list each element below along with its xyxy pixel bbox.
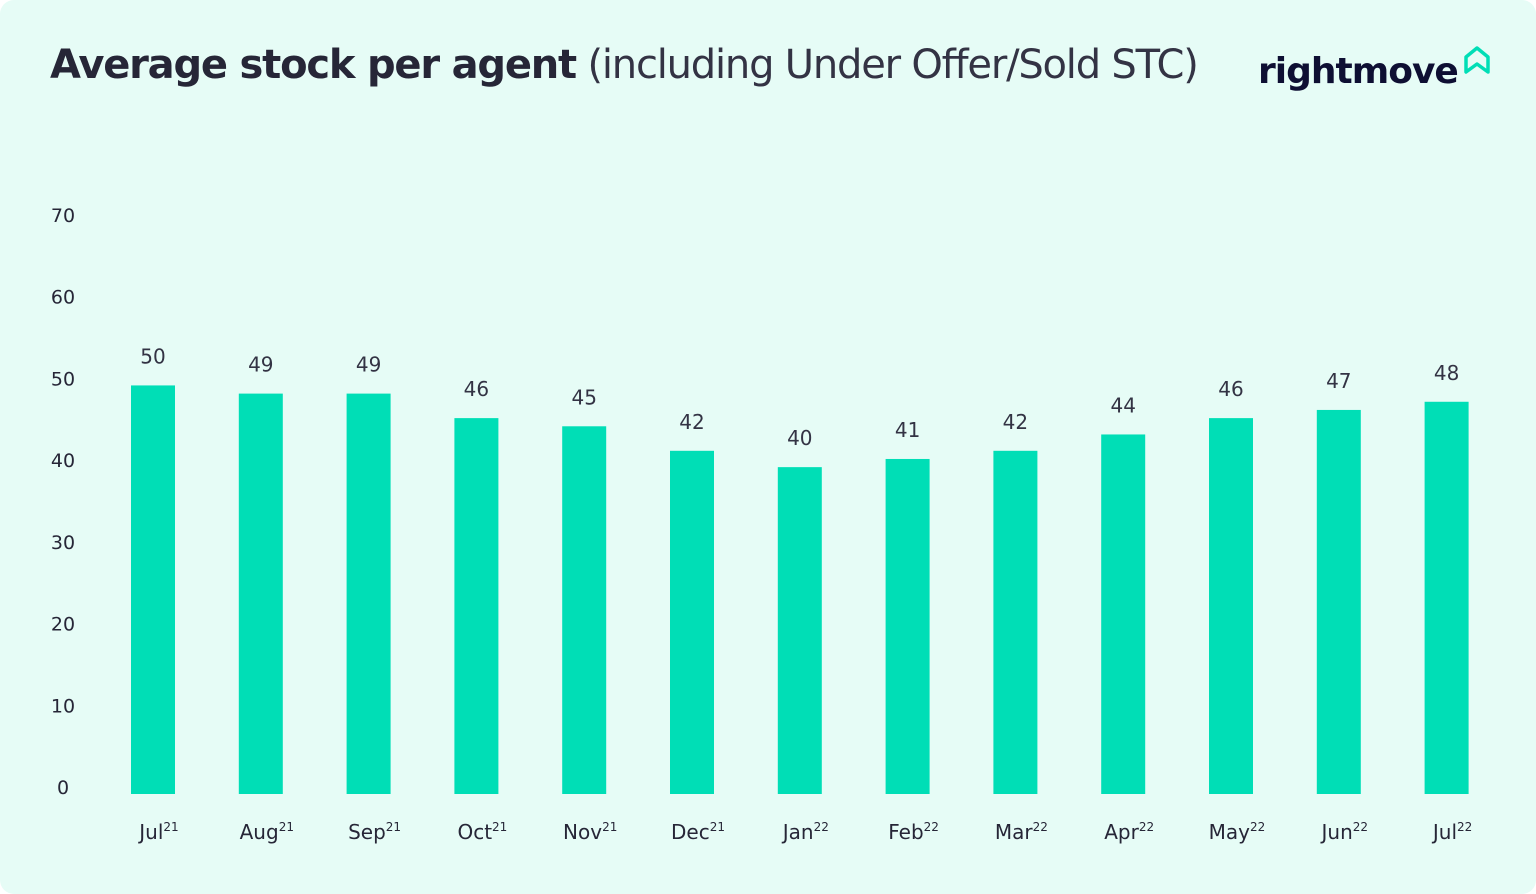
x-tick-label: Mar22 [995,820,1048,844]
bar [131,385,175,794]
logo-text: rightmove [1258,51,1459,92]
bar [885,458,930,794]
x-tick-label: Jul22 [1431,820,1472,844]
bar [238,393,283,794]
data-label: 42 [1003,410,1028,434]
data-label: 47 [1326,369,1351,393]
data-label: 49 [248,353,273,377]
y-tick-label: 20 [51,614,75,636]
x-tick-year: 21 [386,820,401,834]
x-tick-label: Sep21 [348,820,401,844]
x-tick-month: Jan [781,820,814,844]
bar [454,418,499,794]
y-tick-label: 0 [57,777,69,799]
x-tick-year: 22 [1033,820,1048,834]
data-label: 49 [356,353,381,377]
bar [562,426,607,794]
x-tick-label: Jun22 [1320,820,1369,844]
x-tick-month: Jul [1431,820,1457,844]
x-tick-year: 21 [492,820,507,834]
x-tick-month: Jul [137,820,163,844]
x-tick-month: Dec [671,820,710,844]
x-tick-label: Dec21 [671,820,725,844]
bar [1316,409,1361,794]
x-tick-year: 22 [1457,820,1472,834]
data-label: 40 [787,426,812,450]
x-tick-month: Sep [348,820,386,844]
x-tick-label: Jan22 [781,820,829,844]
x-tick-label: Aug21 [240,820,294,844]
x-tick-month: Aug [240,820,279,844]
x-tick-year: 21 [163,820,178,834]
x-tick-year: 22 [1250,820,1265,834]
y-tick-label: 70 [51,205,75,227]
x-tick-month: Mar [995,820,1034,844]
bar [1101,434,1146,794]
data-label: 46 [1218,377,1243,401]
y-tick-label: 60 [51,287,75,309]
x-tick-month: Oct [457,820,492,844]
y-tick-label: 40 [51,450,75,472]
data-label: 41 [895,418,920,442]
y-tick-label: 30 [51,532,75,554]
bar [670,450,714,794]
x-tick-label: Jul21 [137,820,178,844]
rightmove-logo: rightmove [1258,44,1492,92]
x-tick-label: Oct21 [457,820,507,844]
data-label: 48 [1434,361,1459,385]
x-tick-label: Apr22 [1104,820,1154,844]
chart-title: Average stock per agent (including Under… [50,42,1199,88]
x-tick-month: Jun [1320,820,1353,844]
bar [1209,418,1253,794]
x-tick-year: 21 [710,820,725,834]
x-tick-label: Nov21 [563,820,617,844]
bar [346,393,391,794]
x-tick-label: May22 [1209,820,1266,844]
data-label: 46 [464,377,489,401]
x-tick-year: 22 [924,820,939,834]
bar [993,450,1038,794]
x-tick-month: Apr [1104,820,1139,844]
x-tick-year: 22 [814,820,829,834]
data-label: 42 [679,410,704,434]
y-tick-label: 50 [51,368,75,390]
x-tick-year: 21 [279,820,294,834]
data-label: 44 [1110,393,1135,417]
x-tick-month: Nov [563,820,602,844]
x-tick-year: 21 [602,820,617,834]
chart-title-main: Average stock per agent [50,42,577,88]
x-tick-label: Feb22 [888,820,939,844]
x-tick-year: 22 [1139,820,1154,834]
bar [777,467,822,794]
x-tick-month: Feb [888,820,923,844]
bar [1424,401,1469,794]
chart-subtitle: (including Under Offer/Sold STC) [587,42,1198,88]
data-label: 45 [571,385,596,409]
house-outline-icon [1464,46,1490,74]
data-label: 50 [140,344,165,368]
x-tick-month: May [1209,820,1251,844]
y-tick-label: 10 [51,695,75,717]
x-tick-year: 22 [1353,820,1368,834]
